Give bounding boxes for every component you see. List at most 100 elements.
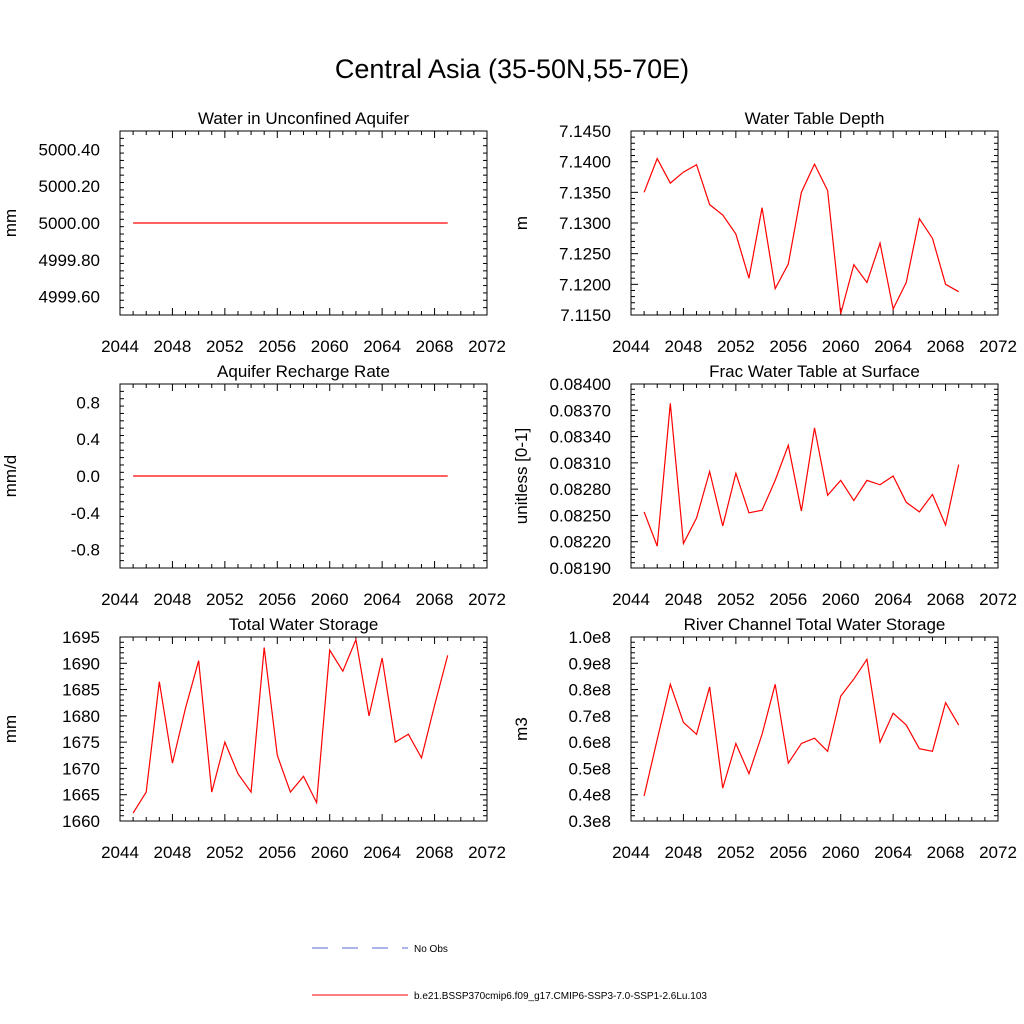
plot-frame — [630, 636, 999, 822]
y-tick-label: 7.1300 — [559, 214, 611, 233]
y-tick-label: 4999.60 — [39, 288, 100, 307]
x-tick-label: 2068 — [416, 590, 454, 609]
x-tick-label: 2060 — [311, 843, 349, 862]
y-tick-label: 0.8 — [76, 393, 100, 412]
chart-panel-3: Aquifer Recharge Rate mm/d 2044 2048 2052 205… — [1, 362, 506, 609]
figure-title: Central Asia (35-50N,55-70E) — [334, 54, 690, 84]
x-tick-label: 2056 — [258, 590, 296, 609]
x-tick-label: 2060 — [822, 843, 860, 862]
x-tick-label: 2072 — [468, 590, 506, 609]
x-tick-label: 2044 — [612, 337, 650, 356]
chart-panels: Water in Unconfined Aquifer mm 2044 2048 205… — [1, 109, 1017, 862]
x-tick-label: 2064 — [363, 843, 401, 862]
y-tick-label: 1660 — [62, 812, 100, 831]
x-tick-label: 2056 — [258, 843, 296, 862]
chart-panel-4: Frac Water Table at Surface unitless [0-1… — [512, 362, 1017, 609]
x-tick-label: 2044 — [101, 843, 139, 862]
x-tick-label: 2072 — [979, 590, 1017, 609]
y-tick-label: 1.0e8 — [568, 628, 611, 647]
x-tick-label: 2048 — [665, 337, 703, 356]
x-tick-label: 2044 — [101, 590, 139, 609]
x-tick-label: 2056 — [769, 590, 807, 609]
x-tick-label: 2048 — [154, 590, 192, 609]
y-axis-label: m3 — [512, 717, 531, 741]
x-tick-label: 2052 — [206, 590, 244, 609]
panel-title: Total Water Storage — [229, 615, 379, 634]
y-tick-label: 1670 — [62, 759, 100, 778]
y-tick-label: 0.0 — [76, 467, 100, 486]
y-axis-label: mm/d — [1, 455, 20, 498]
panel-title: Water in Unconfined Aquifer — [198, 109, 409, 128]
y-axis-label: m — [512, 216, 531, 230]
y-tick-label: 5000.40 — [39, 140, 100, 159]
x-tick-label: 2056 — [258, 337, 296, 356]
x-tick-label: 2052 — [717, 843, 755, 862]
x-tick-label: 2044 — [612, 843, 650, 862]
x-tick-label: 2064 — [874, 843, 912, 862]
x-tick-label: 2060 — [311, 337, 349, 356]
x-tick-label: 2048 — [665, 843, 703, 862]
x-tick-label: 2056 — [769, 337, 807, 356]
x-tick-label: 2060 — [822, 337, 860, 356]
x-tick-label: 2060 — [311, 590, 349, 609]
x-tick-label: 2064 — [363, 590, 401, 609]
y-tick-label: 1665 — [62, 786, 100, 805]
series-line — [132, 637, 449, 814]
x-tick-label: 2068 — [927, 843, 965, 862]
series-line — [643, 157, 959, 314]
x-tick-label: 2064 — [874, 590, 912, 609]
y-tick-label: 5000.00 — [39, 214, 100, 233]
x-tick-label: 2072 — [468, 337, 506, 356]
x-tick-label: 2052 — [206, 843, 244, 862]
y-tick-label: 0.4 — [76, 430, 100, 449]
y-axis-label: mm — [1, 715, 20, 743]
x-tick-label: 2056 — [769, 843, 807, 862]
plot-frame — [630, 383, 999, 569]
x-tick-label: 2048 — [665, 590, 703, 609]
x-tick-label: 2072 — [979, 843, 1017, 862]
y-tick-label: 0.6e8 — [568, 733, 611, 752]
x-tick-label: 2064 — [874, 337, 912, 356]
plot-frame — [630, 130, 999, 316]
plot-frame — [119, 636, 488, 822]
x-tick-label: 2052 — [717, 590, 755, 609]
y-tick-label: 5000.20 — [39, 177, 100, 196]
x-tick-label: 2072 — [468, 843, 506, 862]
y-tick-label: 7.1150 — [560, 306, 611, 325]
x-tick-label: 2052 — [717, 337, 755, 356]
y-tick-label: 1690 — [62, 654, 100, 673]
legend-obs-label: No Obs — [414, 944, 448, 955]
x-tick-label: 2068 — [416, 843, 454, 862]
chart-panel-1: Water in Unconfined Aquifer mm 2044 2048 205… — [1, 109, 506, 356]
x-tick-label: 2072 — [979, 337, 1017, 356]
x-tick-label: 2048 — [154, 843, 192, 862]
y-tick-label: 0.08280 — [550, 480, 611, 499]
x-tick-label: 2044 — [612, 590, 650, 609]
y-tick-label: 7.1400 — [559, 153, 611, 172]
y-axis-label: mm — [1, 209, 20, 237]
x-tick-label: 2068 — [927, 337, 965, 356]
y-tick-label: 1695 — [62, 628, 100, 647]
x-tick-label: 2064 — [363, 337, 401, 356]
x-tick-label: 2052 — [206, 337, 244, 356]
x-tick-label: 2048 — [154, 337, 192, 356]
x-tick-label: 2068 — [416, 337, 454, 356]
y-axis-label: unitless [0-1] — [512, 428, 531, 524]
y-tick-label: 0.08400 — [550, 375, 611, 394]
x-tick-label: 2044 — [101, 337, 139, 356]
y-tick-label: 0.5e8 — [568, 759, 611, 778]
panel-title: Aquifer Recharge Rate — [217, 362, 390, 381]
y-tick-label: 4999.80 — [39, 251, 100, 270]
y-tick-label: 1680 — [62, 707, 100, 726]
y-tick-label: 0.08250 — [550, 506, 611, 525]
y-tick-label: 0.4e8 — [568, 786, 611, 805]
chart-panel-2: Water Table Depth m 2044 2048 2052 2056 2060 20… — [512, 109, 1017, 356]
y-tick-label: 0.08220 — [550, 533, 611, 552]
x-tick-label: 2060 — [822, 590, 860, 609]
panel-title: Water Table Depth — [745, 109, 885, 128]
y-tick-label: 0.08190 — [550, 559, 611, 578]
y-tick-label: 0.8e8 — [568, 681, 611, 700]
panel-title: River Channel Total Water Storage — [684, 615, 946, 634]
y-tick-label: 7.1450 — [559, 122, 611, 141]
